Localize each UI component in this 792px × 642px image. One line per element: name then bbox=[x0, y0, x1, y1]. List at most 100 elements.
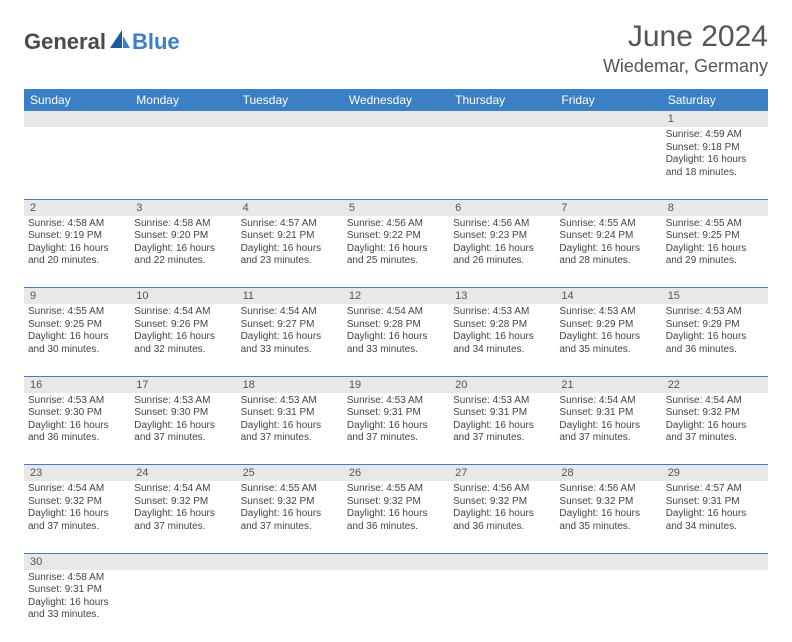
sunset-text: Sunset: 9:25 PM bbox=[28, 319, 126, 332]
day-info: Sunrise: 4:53 AMSunset: 9:28 PMDaylight:… bbox=[449, 304, 555, 360]
sunrise-text: Sunrise: 4:54 AM bbox=[241, 306, 339, 319]
brand-part1: General bbox=[24, 29, 106, 55]
day-number-cell bbox=[555, 553, 661, 570]
day-info: Sunrise: 4:53 AMSunset: 9:30 PMDaylight:… bbox=[130, 393, 236, 449]
day-number-cell: 28 bbox=[555, 465, 661, 482]
day-cell bbox=[130, 570, 236, 642]
day-cell bbox=[449, 127, 555, 199]
sunrise-text: Sunrise: 4:54 AM bbox=[347, 306, 445, 319]
day-cell bbox=[449, 570, 555, 642]
day-number-cell: 16 bbox=[24, 376, 130, 393]
col-tuesday: Tuesday bbox=[237, 89, 343, 111]
daynum-row: 30 bbox=[24, 553, 768, 570]
sunrise-text: Sunrise: 4:56 AM bbox=[559, 483, 657, 496]
day-cell: Sunrise: 4:53 AMSunset: 9:31 PMDaylight:… bbox=[343, 393, 449, 465]
day-cell: Sunrise: 4:53 AMSunset: 9:31 PMDaylight:… bbox=[237, 393, 343, 465]
day-cell: Sunrise: 4:54 AMSunset: 9:28 PMDaylight:… bbox=[343, 304, 449, 376]
sunset-text: Sunset: 9:28 PM bbox=[347, 319, 445, 332]
day-cell: Sunrise: 4:56 AMSunset: 9:32 PMDaylight:… bbox=[555, 481, 661, 553]
sunrise-text: Sunrise: 4:53 AM bbox=[666, 306, 764, 319]
day-number-cell: 11 bbox=[237, 288, 343, 305]
daylight-text: Daylight: 16 hours and 32 minutes. bbox=[134, 331, 232, 356]
col-friday: Friday bbox=[555, 89, 661, 111]
day-number-cell bbox=[130, 111, 236, 127]
sunrise-text: Sunrise: 4:54 AM bbox=[666, 395, 764, 408]
sunset-text: Sunset: 9:32 PM bbox=[559, 496, 657, 509]
day-info: Sunrise: 4:55 AMSunset: 9:25 PMDaylight:… bbox=[24, 304, 130, 360]
day-info: Sunrise: 4:53 AMSunset: 9:29 PMDaylight:… bbox=[662, 304, 768, 360]
daylight-text: Daylight: 16 hours and 36 minutes. bbox=[453, 508, 551, 533]
day-cell: Sunrise: 4:54 AMSunset: 9:26 PMDaylight:… bbox=[130, 304, 236, 376]
daylight-text: Daylight: 16 hours and 28 minutes. bbox=[559, 243, 657, 268]
daylight-text: Daylight: 16 hours and 37 minutes. bbox=[666, 420, 764, 445]
day-number-cell: 10 bbox=[130, 288, 236, 305]
sunrise-text: Sunrise: 4:55 AM bbox=[666, 218, 764, 231]
sunset-text: Sunset: 9:32 PM bbox=[241, 496, 339, 509]
sunset-text: Sunset: 9:31 PM bbox=[666, 496, 764, 509]
sunset-text: Sunset: 9:30 PM bbox=[134, 407, 232, 420]
daylight-text: Daylight: 16 hours and 37 minutes. bbox=[241, 508, 339, 533]
daylight-text: Daylight: 16 hours and 33 minutes. bbox=[241, 331, 339, 356]
day-info: Sunrise: 4:58 AMSunset: 9:31 PMDaylight:… bbox=[24, 570, 130, 626]
day-cell: Sunrise: 4:54 AMSunset: 9:31 PMDaylight:… bbox=[555, 393, 661, 465]
day-number-cell: 13 bbox=[449, 288, 555, 305]
sunrise-text: Sunrise: 4:57 AM bbox=[666, 483, 764, 496]
sunrise-text: Sunrise: 4:55 AM bbox=[241, 483, 339, 496]
col-sunday: Sunday bbox=[24, 89, 130, 111]
daylight-text: Daylight: 16 hours and 37 minutes. bbox=[347, 420, 445, 445]
sunset-text: Sunset: 9:19 PM bbox=[28, 230, 126, 243]
day-number-cell: 24 bbox=[130, 465, 236, 482]
day-info: Sunrise: 4:54 AMSunset: 9:32 PMDaylight:… bbox=[662, 393, 768, 449]
day-info: Sunrise: 4:55 AMSunset: 9:32 PMDaylight:… bbox=[343, 481, 449, 537]
daylight-text: Daylight: 16 hours and 37 minutes. bbox=[241, 420, 339, 445]
sunset-text: Sunset: 9:32 PM bbox=[666, 407, 764, 420]
daylight-text: Daylight: 16 hours and 23 minutes. bbox=[241, 243, 339, 268]
day-number-cell: 2 bbox=[24, 199, 130, 216]
day-cell: Sunrise: 4:53 AMSunset: 9:30 PMDaylight:… bbox=[24, 393, 130, 465]
sunset-text: Sunset: 9:31 PM bbox=[241, 407, 339, 420]
day-info: Sunrise: 4:57 AMSunset: 9:31 PMDaylight:… bbox=[662, 481, 768, 537]
sunset-text: Sunset: 9:25 PM bbox=[666, 230, 764, 243]
sunrise-text: Sunrise: 4:53 AM bbox=[559, 306, 657, 319]
day-number-cell: 8 bbox=[662, 199, 768, 216]
sunrise-text: Sunrise: 4:54 AM bbox=[134, 306, 232, 319]
day-cell: Sunrise: 4:53 AMSunset: 9:28 PMDaylight:… bbox=[449, 304, 555, 376]
day-number-cell bbox=[449, 553, 555, 570]
sunrise-text: Sunrise: 4:56 AM bbox=[347, 218, 445, 231]
day-number-cell bbox=[237, 553, 343, 570]
day-cell: Sunrise: 4:55 AMSunset: 9:25 PMDaylight:… bbox=[24, 304, 130, 376]
sunset-text: Sunset: 9:32 PM bbox=[134, 496, 232, 509]
sunset-text: Sunset: 9:32 PM bbox=[28, 496, 126, 509]
sunset-text: Sunset: 9:31 PM bbox=[28, 584, 126, 597]
day-number-cell bbox=[555, 111, 661, 127]
sunrise-text: Sunrise: 4:55 AM bbox=[28, 306, 126, 319]
daylight-text: Daylight: 16 hours and 36 minutes. bbox=[347, 508, 445, 533]
day-cell bbox=[130, 127, 236, 199]
day-number-cell: 29 bbox=[662, 465, 768, 482]
day-number-cell: 7 bbox=[555, 199, 661, 216]
sunrise-text: Sunrise: 4:58 AM bbox=[134, 218, 232, 231]
day-info: Sunrise: 4:54 AMSunset: 9:32 PMDaylight:… bbox=[130, 481, 236, 537]
day-cell bbox=[555, 570, 661, 642]
day-cell: Sunrise: 4:53 AMSunset: 9:29 PMDaylight:… bbox=[662, 304, 768, 376]
daylight-text: Daylight: 16 hours and 33 minutes. bbox=[347, 331, 445, 356]
day-data-row: Sunrise: 4:53 AM Sunset: 9:30 PM Daylight:… bbox=[24, 393, 768, 465]
day-cell bbox=[343, 570, 449, 642]
day-cell: Sunrise: 4:59 AMSunset: 9:18 PMDaylight:… bbox=[662, 127, 768, 199]
sunset-text: Sunset: 9:31 PM bbox=[559, 407, 657, 420]
day-number-cell: 18 bbox=[237, 376, 343, 393]
daylight-text: Daylight: 16 hours and 37 minutes. bbox=[28, 508, 126, 533]
daynum-row: 1 bbox=[24, 111, 768, 127]
sunrise-text: Sunrise: 4:53 AM bbox=[347, 395, 445, 408]
daynum-row: 2345678 bbox=[24, 199, 768, 216]
day-data-row: Sunrise: 4:58 AM Sunset: 9:19 PM Daylight:… bbox=[24, 216, 768, 288]
day-number-cell: 19 bbox=[343, 376, 449, 393]
sunrise-text: Sunrise: 4:53 AM bbox=[28, 395, 126, 408]
daylight-text: Daylight: 16 hours and 37 minutes. bbox=[134, 508, 232, 533]
day-cell: Sunrise: 4:58 AMSunset: 9:31 PMDaylight:… bbox=[24, 570, 130, 642]
daylight-text: Daylight: 16 hours and 30 minutes. bbox=[28, 331, 126, 356]
daylight-text: Daylight: 16 hours and 36 minutes. bbox=[666, 331, 764, 356]
title-block: June 2024 Wiedemar, Germany bbox=[603, 20, 768, 77]
location-label: Wiedemar, Germany bbox=[603, 56, 768, 77]
daylight-text: Daylight: 16 hours and 35 minutes. bbox=[559, 508, 657, 533]
